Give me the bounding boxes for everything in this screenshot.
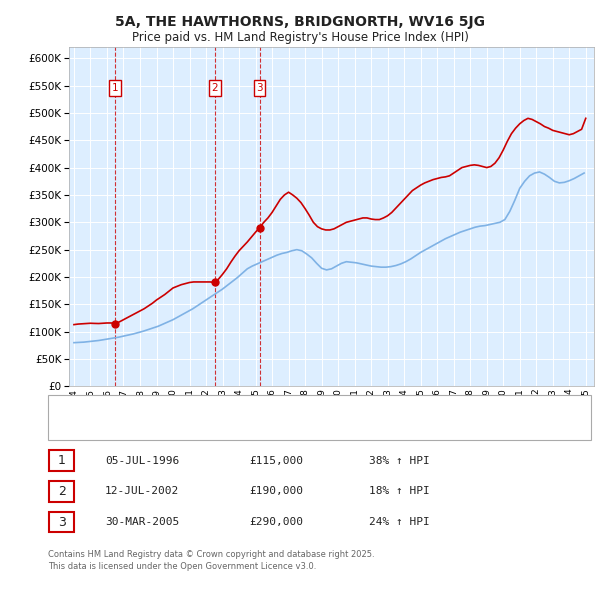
Text: £115,000: £115,000 [249, 456, 303, 466]
Text: Price paid vs. HM Land Registry's House Price Index (HPI): Price paid vs. HM Land Registry's House … [131, 31, 469, 44]
Text: £190,000: £190,000 [249, 487, 303, 496]
Text: Contains HM Land Registry data © Crown copyright and database right 2025.: Contains HM Land Registry data © Crown c… [48, 550, 374, 559]
Text: 2: 2 [211, 83, 218, 93]
Text: 38% ↑ HPI: 38% ↑ HPI [369, 456, 430, 466]
Text: 18% ↑ HPI: 18% ↑ HPI [369, 487, 430, 496]
Text: HPI: Average price, detached house, Shropshire: HPI: Average price, detached house, Shro… [97, 424, 346, 434]
Text: 1: 1 [112, 83, 119, 93]
Text: 3: 3 [256, 83, 263, 93]
Text: 5A, THE HAWTHORNS, BRIDGNORTH, WV16 5JG: 5A, THE HAWTHORNS, BRIDGNORTH, WV16 5JG [115, 15, 485, 29]
Text: 12-JUL-2002: 12-JUL-2002 [105, 487, 179, 496]
Text: 3: 3 [58, 516, 66, 529]
Text: 30-MAR-2005: 30-MAR-2005 [105, 517, 179, 527]
Text: 05-JUL-1996: 05-JUL-1996 [105, 456, 179, 466]
Text: 2: 2 [58, 485, 66, 498]
Text: 5A, THE HAWTHORNS, BRIDGNORTH, WV16 5JG (detached house): 5A, THE HAWTHORNS, BRIDGNORTH, WV16 5JG … [97, 401, 439, 411]
Text: £290,000: £290,000 [249, 517, 303, 527]
Text: This data is licensed under the Open Government Licence v3.0.: This data is licensed under the Open Gov… [48, 562, 316, 571]
Text: 1: 1 [58, 454, 66, 467]
Text: 24% ↑ HPI: 24% ↑ HPI [369, 517, 430, 527]
